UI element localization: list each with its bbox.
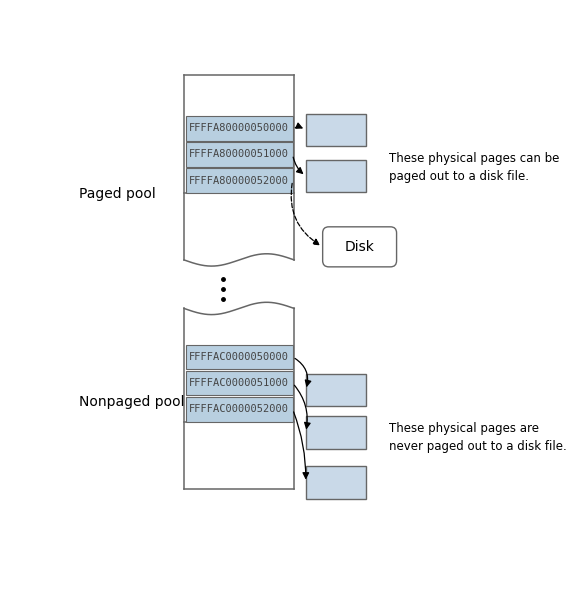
Text: FFFFAC0000052000: FFFFAC0000052000 xyxy=(189,405,289,414)
Text: FFFFA80000050000: FFFFA80000050000 xyxy=(189,124,289,133)
Text: These physical pages can be
paged out to a disk file.: These physical pages can be paged out to… xyxy=(389,152,559,183)
FancyBboxPatch shape xyxy=(323,227,397,267)
Bar xyxy=(306,374,366,406)
Text: Paged pool: Paged pool xyxy=(79,188,155,201)
Bar xyxy=(184,75,294,260)
Text: FFFFA80000051000: FFFFA80000051000 xyxy=(189,150,289,159)
Bar xyxy=(186,345,292,369)
Text: These physical pages are
never paged out to a disk file.: These physical pages are never paged out… xyxy=(389,422,567,453)
Bar xyxy=(184,308,294,489)
Bar xyxy=(306,160,366,192)
Text: Disk: Disk xyxy=(345,240,374,254)
Bar xyxy=(306,113,366,146)
Bar xyxy=(186,168,292,193)
Bar xyxy=(186,116,292,141)
Text: FFFFA80000052000: FFFFA80000052000 xyxy=(189,176,289,185)
Bar xyxy=(306,466,366,498)
Bar xyxy=(306,416,366,448)
Text: FFFFAC0000050000: FFFFAC0000050000 xyxy=(189,352,289,362)
Text: Nonpaged pool: Nonpaged pool xyxy=(79,396,184,409)
Bar xyxy=(186,371,292,396)
Bar xyxy=(186,142,292,167)
Text: FFFFAC0000051000: FFFFAC0000051000 xyxy=(189,378,289,388)
Bar xyxy=(186,397,292,422)
